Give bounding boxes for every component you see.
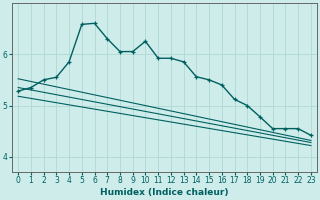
X-axis label: Humidex (Indice chaleur): Humidex (Indice chaleur) xyxy=(100,188,229,197)
